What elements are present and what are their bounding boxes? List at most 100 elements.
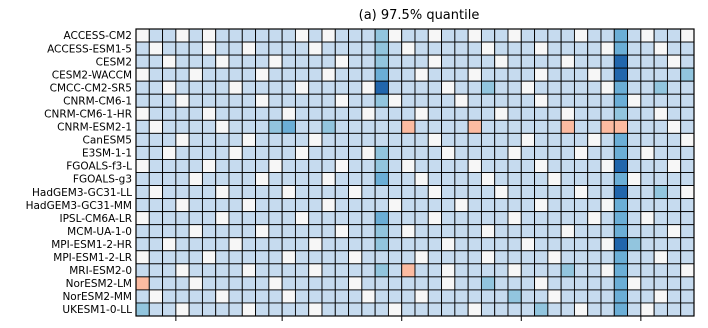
heatmap-cell [640, 185, 655, 200]
heatmap-cell [255, 28, 270, 43]
heatmap-cell [587, 67, 602, 82]
heatmap-cell [228, 106, 243, 121]
heatmap-cell [135, 250, 150, 265]
heatmap-cell [640, 80, 655, 95]
heatmap-cell [573, 93, 589, 108]
heatmap-cell [215, 289, 230, 304]
heatmap-cell [148, 106, 164, 121]
heatmap-cell [387, 80, 403, 95]
heatmap-cell [560, 237, 575, 252]
heatmap-cell [148, 119, 164, 134]
heatmap-cell [653, 250, 668, 265]
heatmap-cell [547, 224, 562, 239]
heatmap-cell [653, 93, 668, 108]
heatmap-cell [666, 302, 682, 317]
heatmap-cell [201, 145, 217, 160]
heatmap-cell [534, 93, 549, 108]
x-ticks [175, 316, 642, 321]
heatmap-cell [175, 276, 190, 291]
heatmap-cell [387, 289, 403, 304]
heatmap-cell [454, 263, 469, 278]
heatmap-cell [680, 145, 695, 160]
heatmap-cell [600, 132, 615, 147]
heatmap-cell [215, 41, 230, 56]
heatmap-cell [294, 289, 310, 304]
heatmap-cell [361, 302, 376, 317]
heatmap-cell [414, 106, 429, 121]
heatmap-cell [294, 172, 310, 186]
heatmap-cell [441, 250, 456, 265]
heatmap-cell [414, 224, 429, 239]
heatmap-cell [334, 119, 350, 134]
heatmap-cell [534, 172, 549, 186]
heatmap-cell [613, 28, 629, 43]
heatmap-cell [401, 250, 416, 265]
heatmap-cell [640, 172, 655, 186]
heatmap-cell [228, 28, 243, 43]
heatmap-cell [441, 198, 456, 213]
heatmap-cell [560, 145, 575, 160]
heatmap-cell [135, 132, 150, 147]
heatmap-cell [587, 172, 602, 186]
heatmap-cell [680, 159, 695, 173]
heatmap-cell [427, 67, 443, 82]
heatmap-cell [560, 28, 575, 43]
heatmap-cell [175, 80, 190, 95]
heatmap-cell [600, 28, 615, 43]
heatmap-cell [573, 250, 589, 265]
heatmap-cell [600, 106, 615, 121]
heatmap-cell [666, 263, 682, 278]
heatmap-cell [135, 54, 150, 69]
heatmap-cell [494, 185, 509, 200]
heatmap-cell [201, 159, 217, 173]
heatmap-cell [361, 54, 376, 69]
heatmap-cell [534, 224, 549, 239]
heatmap-cell [600, 302, 615, 317]
heatmap-cell [361, 80, 376, 95]
heatmap-cell [162, 67, 177, 82]
heatmap-cell [613, 80, 629, 95]
heatmap-cell [640, 276, 655, 291]
heatmap-cell [627, 106, 642, 121]
heatmap-cell [401, 132, 416, 147]
heatmap-cell [361, 119, 376, 134]
heatmap-cell [414, 93, 429, 108]
heatmap-cell [387, 132, 403, 147]
heatmap-cell [613, 198, 629, 213]
heatmap-cell [414, 145, 429, 160]
heatmap-cell [241, 41, 257, 56]
heatmap-cell [374, 276, 389, 291]
heatmap-cell [454, 237, 469, 252]
heatmap-cell [507, 132, 522, 147]
heatmap-cell [162, 80, 177, 95]
heatmap-cell [401, 145, 416, 160]
heatmap-cell [361, 276, 376, 291]
heatmap-cell [135, 185, 150, 200]
heatmap-cell [268, 237, 283, 252]
heatmap-cell [387, 41, 403, 56]
heatmap-cell [148, 224, 164, 239]
heatmap-cell [135, 211, 150, 226]
heatmap-cell [162, 263, 177, 278]
heatmap-cell [454, 132, 469, 147]
heatmap-cell [573, 211, 589, 226]
heatmap-cell [321, 41, 336, 56]
heatmap-cell [587, 132, 602, 147]
heatmap-cell [241, 132, 257, 147]
heatmap-cell [148, 145, 164, 160]
heatmap-cell [666, 237, 682, 252]
heatmap-cell [613, 185, 629, 200]
heatmap-cell [241, 211, 257, 226]
heatmap-cell [334, 237, 350, 252]
heatmap-cell [560, 250, 575, 265]
heatmap-cell [281, 28, 296, 43]
heatmap-cell [653, 67, 668, 82]
heatmap-cell [653, 276, 668, 291]
heatmap-cell [600, 119, 615, 134]
heatmap-cell [228, 224, 243, 239]
heatmap-cell [308, 250, 323, 265]
heatmap-cell [587, 250, 602, 265]
heatmap-cell [427, 276, 443, 291]
heatmap-cell [480, 159, 496, 173]
heatmap-cell [560, 172, 575, 186]
